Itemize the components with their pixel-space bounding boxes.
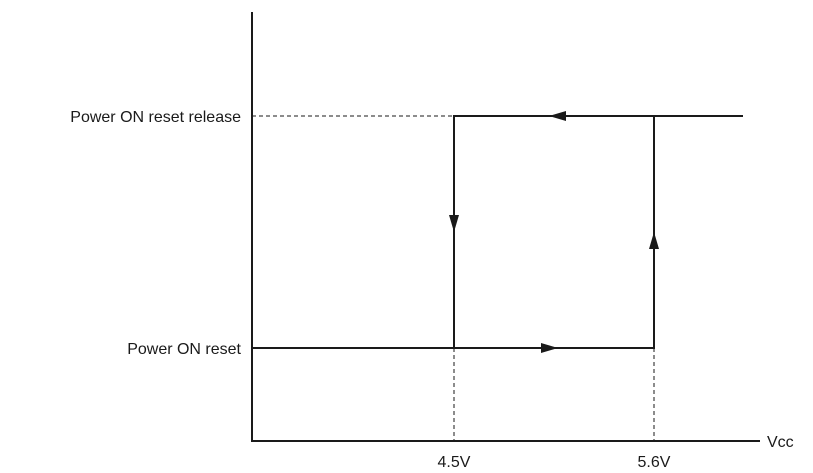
level-label-low: Power ON reset: [127, 341, 241, 358]
arrow-up-icon: [649, 232, 659, 249]
level-label-high: Power ON reset release: [70, 109, 241, 126]
tick-label-4-5v: 4.5V: [438, 454, 471, 471]
arrow-left-icon: [549, 111, 566, 121]
arrow-down-icon: [449, 215, 459, 232]
x-axis-label: Vcc: [767, 434, 794, 451]
tick-label-5-6v: 5.6V: [638, 454, 671, 471]
arrow-right-icon: [541, 343, 558, 353]
